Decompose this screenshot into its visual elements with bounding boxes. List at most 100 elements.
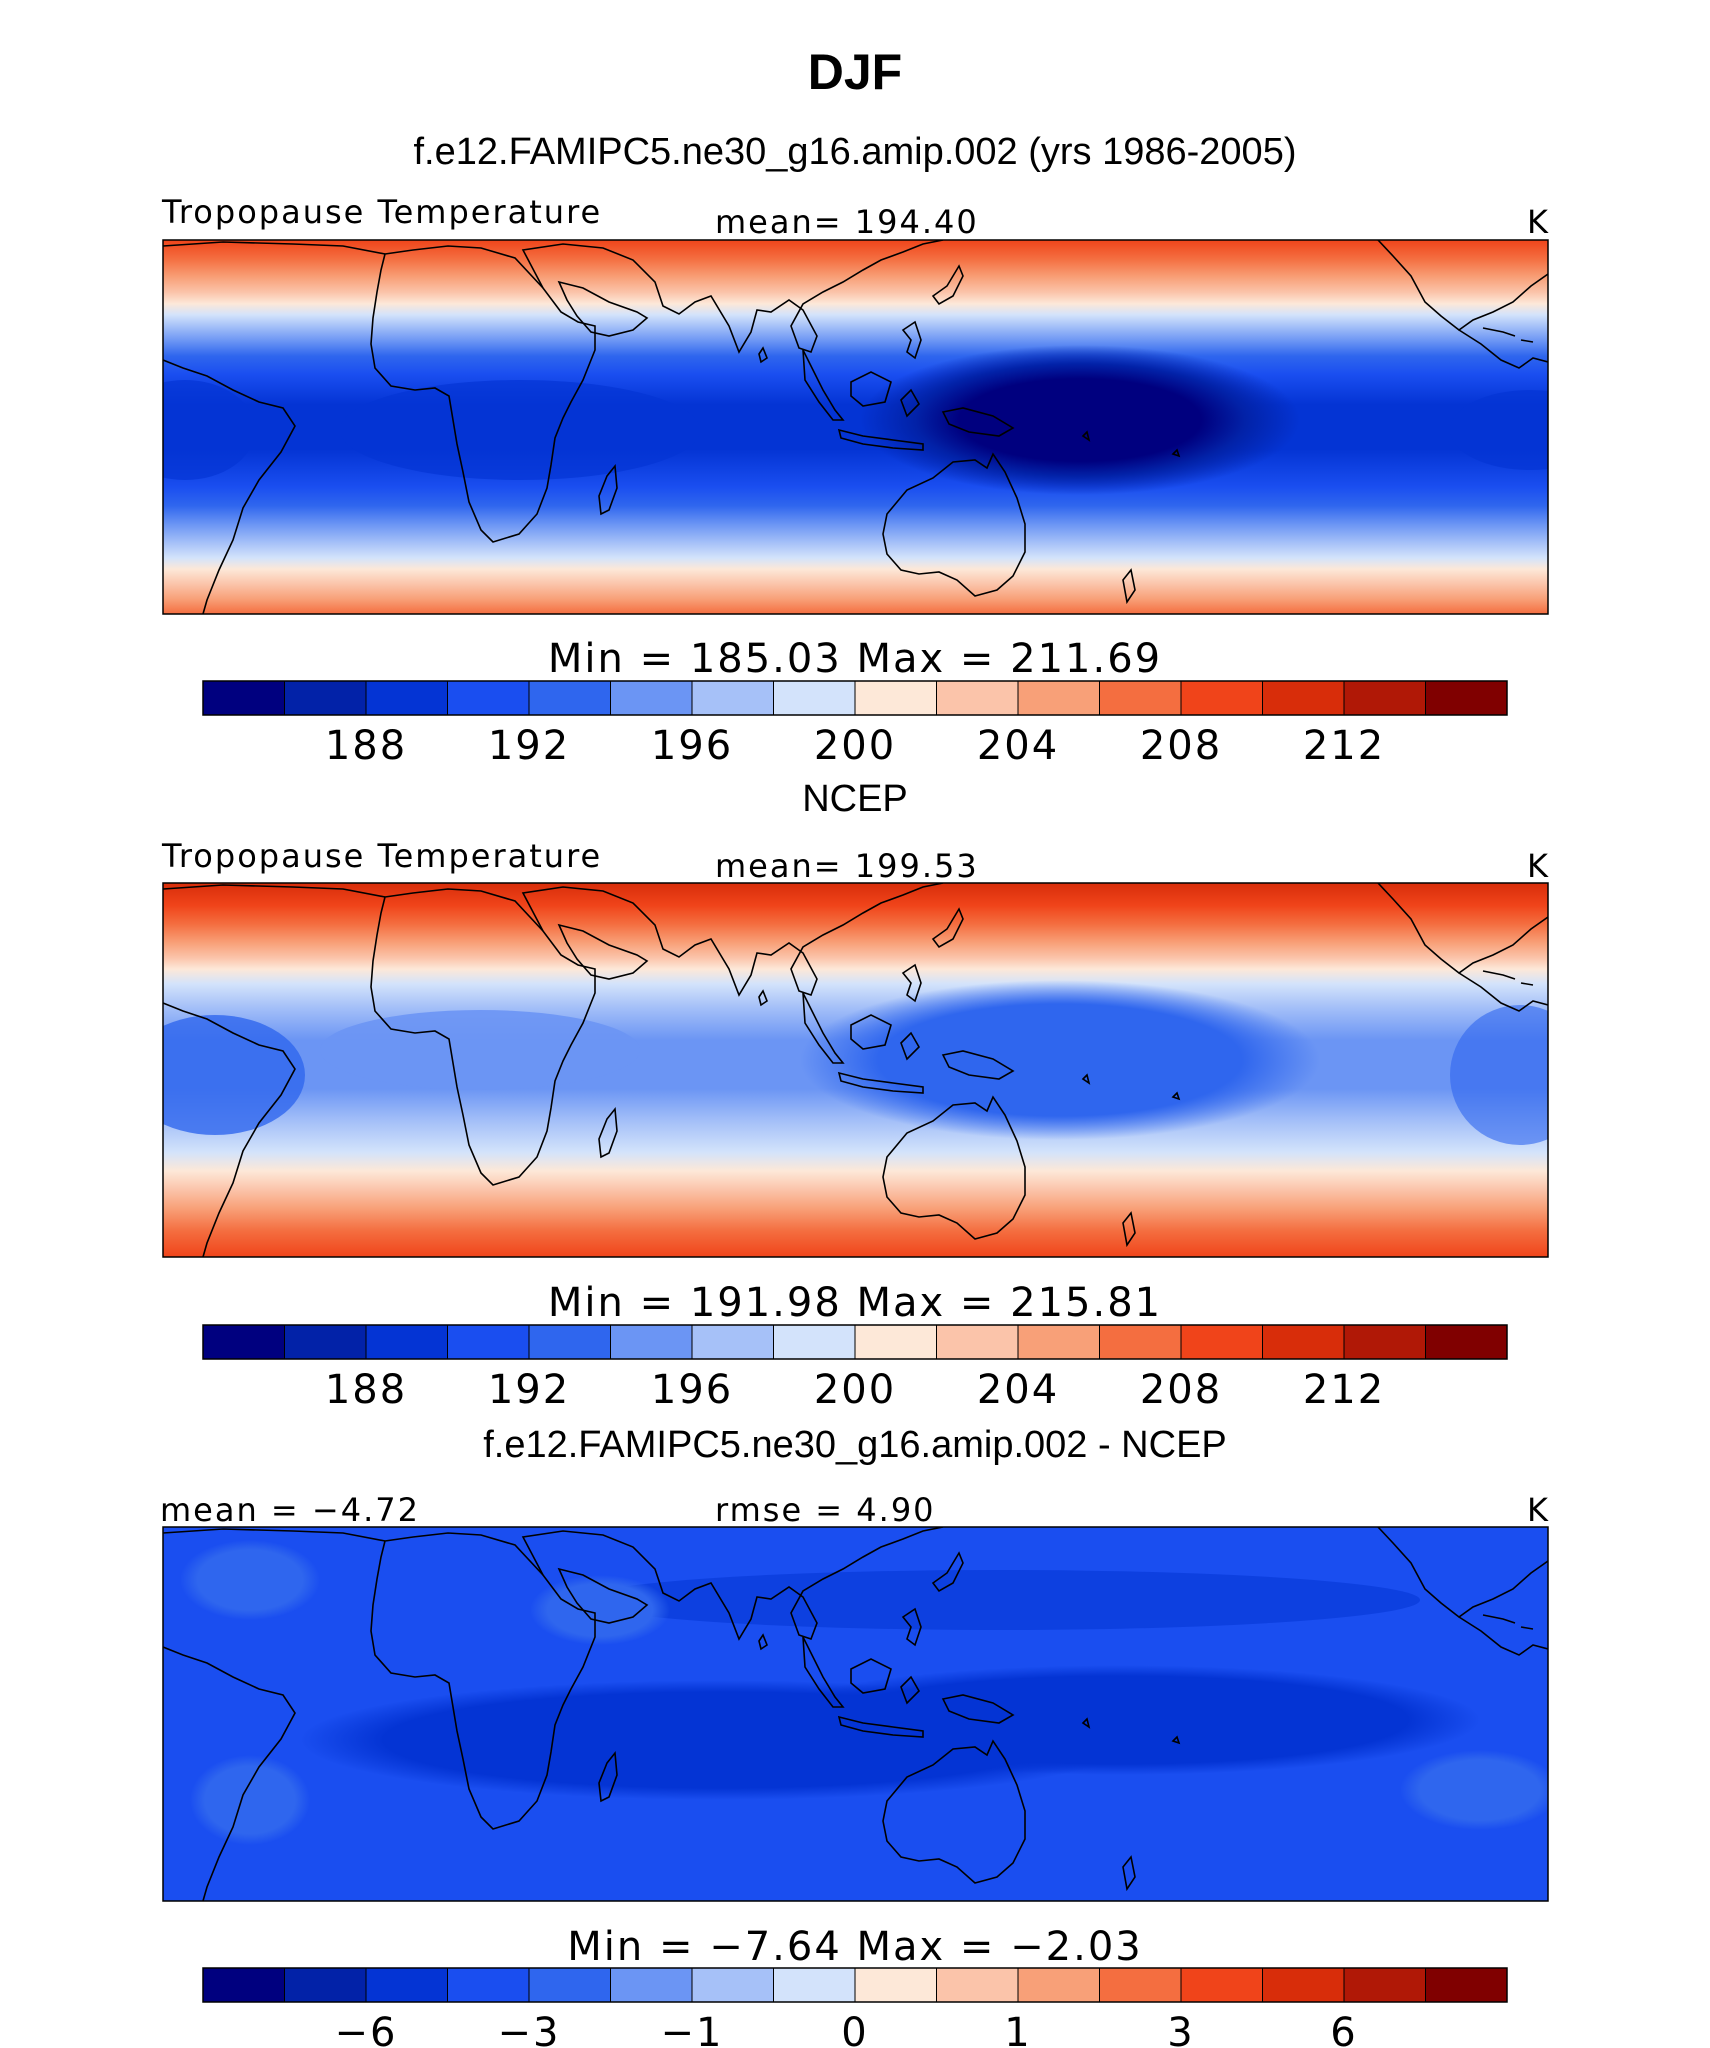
colorbar-swatch: [447, 1325, 530, 1359]
colorbar-swatch: [1262, 1325, 1345, 1359]
colorbar-swatch: [692, 1968, 774, 2002]
colorbar-swatch: [773, 1968, 856, 2002]
colorbar-swatch: [1425, 1968, 1508, 2002]
colorbar-swatch: [1344, 681, 1426, 715]
panel-model-header: f.e12.FAMIPC5.ne30_g16.amip.002 (yrs 198…: [414, 131, 1297, 173]
colorbar-tick-label: 204: [977, 723, 1059, 769]
colorbar-swatch: [1262, 681, 1345, 715]
colorbar-swatch: [284, 1325, 367, 1359]
colorbar-tick-label: 3: [1167, 2010, 1194, 2048]
panel-obs-left-label: Tropopause Temperature: [161, 837, 602, 875]
map-obs-frame: [162, 882, 1549, 1258]
colorbar-tick-label: 212: [1303, 723, 1385, 769]
colorbar-swatch: [610, 681, 693, 715]
colorbar-swatch: [366, 1325, 448, 1359]
colorbar-tick-label: 208: [1140, 1367, 1222, 1413]
colorbar-swatch: [610, 1968, 693, 2002]
map-diff: [163, 1527, 1548, 1901]
colorbar-swatch: [1344, 1325, 1426, 1359]
colorbar-swatch: [692, 1325, 774, 1359]
panel-model-units: K: [1527, 203, 1549, 241]
panel-model-range: Min = 185.03 Max = 211.69: [548, 636, 1162, 682]
colorbar-swatch: [855, 1325, 937, 1359]
colorbar-tick-label: 204: [977, 1367, 1059, 1413]
colorbar-swatch: [1181, 1968, 1263, 2002]
colorbar-swatch: [1181, 681, 1263, 715]
map-diff-frame: [162, 1526, 1549, 1902]
colorbar-swatch: [1018, 1325, 1100, 1359]
colorbar-frame: [202, 1324, 1508, 1360]
colorbar-swatch: [692, 681, 774, 715]
colorbar-swatch: [203, 1968, 285, 2002]
colorbar-swatch: [366, 1968, 448, 2002]
colorbar-obs: 188 192 196 200 204 208 212: [202, 1324, 1508, 1413]
colorbar-frame: [202, 1967, 1508, 2003]
colorbar-swatch: [936, 681, 1019, 715]
colorbar-tick-label: 196: [651, 1367, 733, 1413]
colorbar-swatch: [1425, 1325, 1508, 1359]
colorbar-tick-label: −1: [661, 2010, 724, 2048]
colorbar-swatch: [447, 1968, 530, 2002]
panel-obs-range: Min = 191.98 Max = 215.81: [548, 1280, 1162, 1326]
colorbar-swatch: [773, 681, 856, 715]
colorbar-tick-label: 200: [814, 723, 896, 769]
colorbar-tick-label: 192: [488, 723, 570, 769]
colorbar-swatch: [1018, 681, 1100, 715]
colorbar-swatch: [855, 681, 937, 715]
colorbar-tick-label: 200: [814, 1367, 896, 1413]
panel-obs-header: NCEP: [802, 778, 908, 820]
colorbar-swatch: [1099, 1325, 1182, 1359]
colorbar-diff: −6 −3 −1 0 1 3 6: [202, 1967, 1508, 2048]
colorbar-swatch: [284, 1968, 367, 2002]
panel-obs-units: K: [1527, 847, 1549, 885]
colorbar-tick-label: 212: [1303, 1367, 1385, 1413]
panel-obs-mean-label: mean= 199.53: [715, 847, 979, 885]
colorbar-swatch: [203, 1325, 285, 1359]
colorbar-tick-label: 188: [325, 1367, 407, 1413]
colorbar-tick-label: 6: [1330, 2010, 1357, 2048]
panel-diff-range: Min = −7.64 Max = −2.03: [567, 1924, 1142, 1970]
colorbar-swatch: [529, 1968, 611, 2002]
colorbar-swatch: [855, 1968, 937, 2002]
colorbar-tick-label: 192: [488, 1367, 570, 1413]
colorbar-swatch: [284, 681, 367, 715]
colorbar-swatch: [1099, 1968, 1182, 2002]
colorbar-swatch: [447, 681, 530, 715]
colorbar-swatch: [529, 1325, 611, 1359]
colorbar-swatch: [773, 1325, 856, 1359]
panel-model: f.e12.FAMIPC5.ne30_g16.amip.002 (yrs 198…: [161, 131, 1549, 769]
colorbar-model: 188 192 196 200 204 208 212: [202, 680, 1508, 769]
colorbar-swatch: [1099, 681, 1182, 715]
colorbar-tick-label: −3: [498, 2010, 561, 2048]
colorbar-swatch: [366, 681, 448, 715]
map-obs: [163, 883, 1548, 1257]
colorbar-tick-label: 1: [1004, 2010, 1031, 2048]
colorbar-swatch: [1181, 1325, 1263, 1359]
colorbar-swatch: [610, 1325, 693, 1359]
colorbar-swatch: [1262, 1968, 1345, 2002]
map-model-frame: [162, 239, 1549, 615]
colorbar-tick-label: 196: [651, 723, 733, 769]
panel-diff: f.e12.FAMIPC5.ne30_g16.amip.002 - NCEP m…: [160, 1424, 1549, 2048]
panel-diff-mean-label: mean = −4.72: [160, 1491, 420, 1529]
colorbar-swatch: [1018, 1968, 1100, 2002]
panel-model-left-label: Tropopause Temperature: [161, 193, 602, 231]
map-model: [163, 240, 1548, 614]
panel-model-mean-label: mean= 194.40: [715, 203, 979, 241]
colorbar-tick-label: 208: [1140, 723, 1222, 769]
colorbar-swatch: [1344, 1968, 1426, 2002]
panel-diff-units: K: [1527, 1491, 1549, 1529]
colorbar-tick-label: −6: [335, 2010, 398, 2048]
colorbar-tick-label: 188: [325, 723, 407, 769]
panel-diff-rmse-label: rmse = 4.90: [715, 1491, 936, 1529]
panel-obs: NCEP Tropopause Temperature mean= 199.53…: [161, 778, 1549, 1413]
colorbar-swatch: [936, 1325, 1019, 1359]
colorbar-tick-label: 0: [841, 2010, 868, 2048]
colorbar-swatch: [529, 681, 611, 715]
panel-diff-header: f.e12.FAMIPC5.ne30_g16.amip.002 - NCEP: [483, 1424, 1227, 1466]
colorbar-swatch: [1425, 681, 1508, 715]
colorbar-swatch: [203, 681, 285, 715]
colorbar-frame: [202, 680, 1508, 716]
season-title: DJF: [808, 44, 902, 100]
